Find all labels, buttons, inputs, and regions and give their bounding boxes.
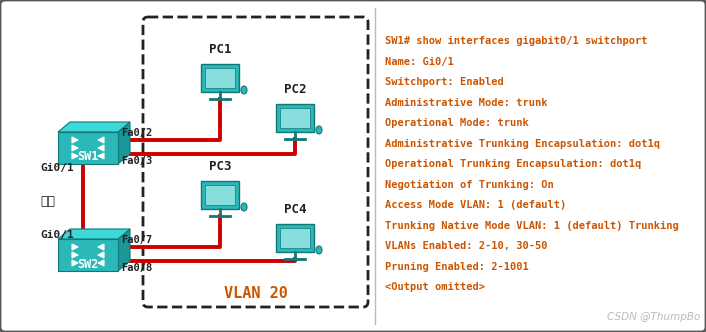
Text: Fa0/8: Fa0/8 [121,263,152,273]
FancyBboxPatch shape [201,64,239,92]
Text: Negotiation of Trunking: On: Negotiation of Trunking: On [385,180,554,190]
FancyBboxPatch shape [205,68,235,88]
FancyBboxPatch shape [58,239,118,271]
Text: 中继: 中继 [40,195,55,208]
Text: Fa0/7: Fa0/7 [121,235,152,245]
FancyBboxPatch shape [201,181,239,209]
Text: Operational Mode: trunk: Operational Mode: trunk [385,118,529,128]
Text: Switchport: Enabled: Switchport: Enabled [385,77,504,87]
Text: Fa0/2: Fa0/2 [121,128,152,138]
Text: Fa0/3: Fa0/3 [121,156,152,166]
Ellipse shape [241,86,247,94]
Text: Administrative Mode: trunk: Administrative Mode: trunk [385,98,547,108]
Text: Operational Trunking Encapsulation: dot1q: Operational Trunking Encapsulation: dot1… [385,159,641,169]
Polygon shape [58,122,130,132]
Text: SW1# show interfaces gigabit0/1 switchport: SW1# show interfaces gigabit0/1 switchpo… [385,36,647,46]
FancyBboxPatch shape [58,132,118,164]
Text: Administrative Trunking Encapsulation: dot1q: Administrative Trunking Encapsulation: d… [385,138,660,148]
Text: Trunking Native Mode VLAN: 1 (default) Trunking: Trunking Native Mode VLAN: 1 (default) T… [385,220,678,230]
FancyBboxPatch shape [280,108,310,128]
Text: SW1: SW1 [78,150,99,163]
Ellipse shape [316,126,322,134]
Text: SW2: SW2 [78,258,99,271]
Polygon shape [118,122,130,164]
Text: <Output omitted>: <Output omitted> [385,282,485,292]
FancyBboxPatch shape [143,17,368,307]
Text: PC1: PC1 [209,43,232,56]
Text: VLANs Enabled: 2-10, 30-50: VLANs Enabled: 2-10, 30-50 [385,241,547,251]
Text: Gi0/1: Gi0/1 [40,230,73,240]
Text: Access Mode VLAN: 1 (default): Access Mode VLAN: 1 (default) [385,200,566,210]
Text: Pruning Enabled: 2-1001: Pruning Enabled: 2-1001 [385,262,529,272]
Ellipse shape [241,203,247,211]
Text: CSDN @ThumpBo: CSDN @ThumpBo [606,312,700,322]
Text: PC2: PC2 [284,83,306,96]
FancyBboxPatch shape [205,185,235,205]
Polygon shape [118,229,130,271]
Polygon shape [58,229,130,239]
FancyBboxPatch shape [276,224,314,252]
Text: VLAN 20: VLAN 20 [224,287,287,301]
Text: PC4: PC4 [284,203,306,216]
FancyBboxPatch shape [280,228,310,248]
Text: PC3: PC3 [209,160,232,173]
FancyBboxPatch shape [276,104,314,132]
Text: Gi0/1: Gi0/1 [40,163,73,173]
Text: Name: Gi0/1: Name: Gi0/1 [385,56,454,66]
Ellipse shape [316,246,322,254]
